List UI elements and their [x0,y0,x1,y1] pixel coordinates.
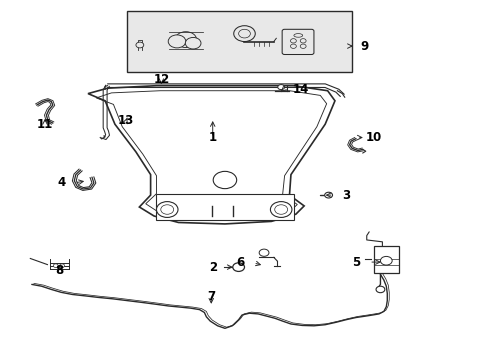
Circle shape [136,42,143,48]
Text: 8: 8 [56,264,63,277]
Text: 9: 9 [359,40,367,53]
Text: 4: 4 [57,176,65,189]
Ellipse shape [293,33,302,37]
Text: 5: 5 [351,256,360,269]
Text: 6: 6 [236,256,244,269]
FancyBboxPatch shape [282,29,313,54]
Circle shape [185,37,201,49]
Text: 13: 13 [118,114,134,127]
Circle shape [233,26,255,41]
Text: 3: 3 [342,189,350,202]
Circle shape [380,256,391,265]
Circle shape [238,29,250,38]
Text: 11: 11 [37,118,53,131]
Text: 12: 12 [153,73,169,86]
Circle shape [259,249,268,256]
Circle shape [324,192,332,198]
Bar [127,11,351,72]
Circle shape [156,202,178,217]
Circle shape [274,205,287,214]
Circle shape [175,32,196,48]
Text: 2: 2 [208,261,217,274]
Circle shape [375,286,384,293]
Circle shape [270,202,291,217]
Text: 10: 10 [365,131,381,144]
Circle shape [161,205,173,214]
Bar [373,246,398,273]
Circle shape [60,264,64,267]
Bar [155,194,294,220]
Circle shape [53,264,58,267]
Circle shape [168,35,185,48]
Circle shape [300,44,305,48]
Circle shape [290,39,296,43]
Polygon shape [88,86,334,224]
Text: 7: 7 [207,291,215,303]
Text: 1: 1 [208,131,216,144]
Circle shape [232,263,244,271]
Circle shape [277,85,284,90]
Circle shape [290,44,296,48]
Text: 14: 14 [292,83,308,96]
Circle shape [300,39,305,43]
Circle shape [213,171,236,189]
